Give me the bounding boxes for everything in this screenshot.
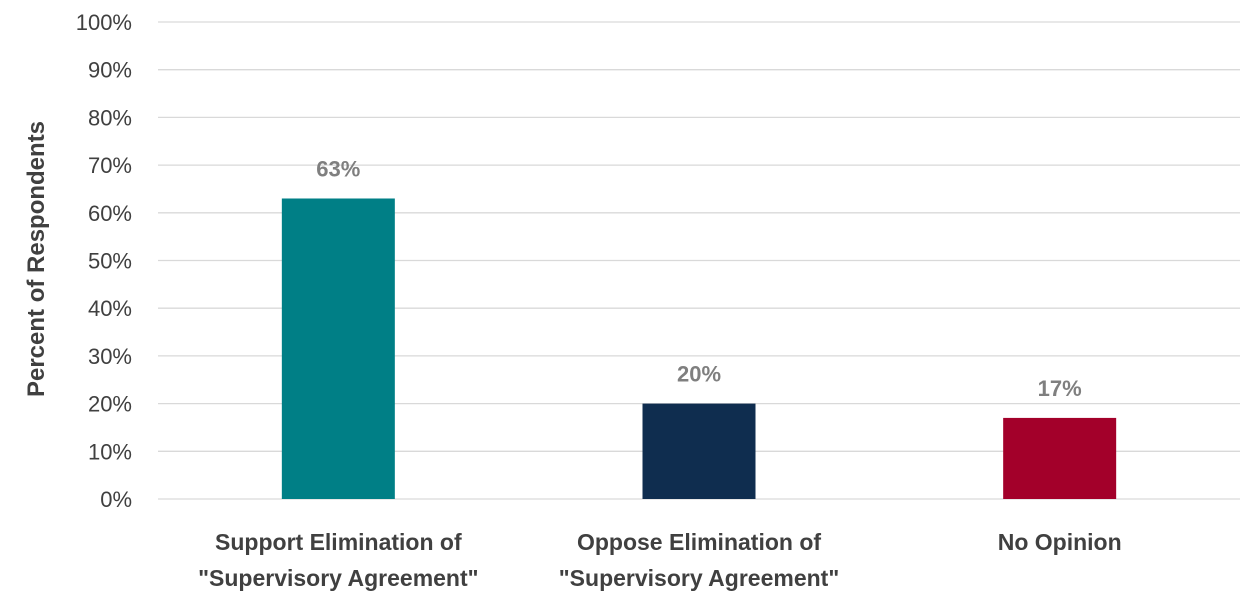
bar — [281, 198, 395, 500]
category-label: "Supervisory Agreement" — [559, 565, 839, 591]
data-labels: 63% 20% 17% — [316, 156, 1081, 400]
bars — [281, 198, 1117, 500]
y-tick-label: 40% — [88, 296, 132, 321]
y-axis-ticks: 0% 10% 20% 30% 40% 50% 60% 70% 80% 90% 100% — [76, 10, 132, 512]
y-tick-label: 80% — [88, 105, 132, 130]
y-tick-label: 60% — [88, 201, 132, 226]
category-label: Support Elimination of — [215, 529, 462, 555]
y-tick-label: 70% — [88, 153, 132, 178]
category-label: Oppose Elimination of — [577, 529, 821, 555]
y-tick-label: 30% — [88, 344, 132, 369]
y-axis-title: Percent of Respondents — [23, 121, 50, 397]
y-tick-label: 90% — [88, 58, 132, 83]
bar — [1003, 417, 1117, 499]
bar-data-label: 63% — [316, 156, 360, 181]
bar-data-label: 20% — [677, 362, 721, 387]
bar — [642, 403, 756, 499]
y-tick-label: 0% — [100, 487, 132, 512]
y-tick-label: 50% — [88, 249, 132, 274]
y-tick-label: 100% — [76, 10, 132, 35]
category-labels: Support Elimination of "Supervisory Agree… — [198, 529, 1122, 591]
bar-data-label: 17% — [1038, 376, 1082, 401]
category-label: No Opinion — [998, 529, 1122, 555]
y-tick-label: 10% — [88, 439, 132, 464]
category-label: "Supervisory Agreement" — [198, 565, 478, 591]
y-tick-label: 20% — [88, 392, 132, 417]
